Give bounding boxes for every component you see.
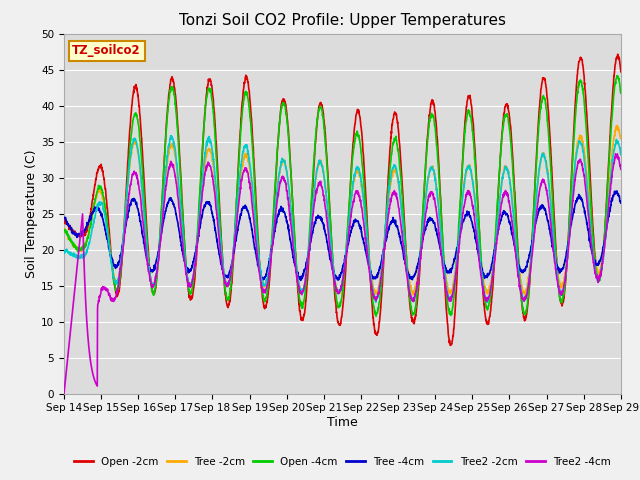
Legend: Open -2cm, Tree -2cm, Open -4cm, Tree -4cm, Tree2 -2cm, Tree2 -4cm: Open -2cm, Tree -2cm, Open -4cm, Tree -4… bbox=[70, 453, 615, 471]
Text: TZ_soilco2: TZ_soilco2 bbox=[72, 44, 141, 58]
X-axis label: Time: Time bbox=[327, 416, 358, 429]
Title: Tonzi Soil CO2 Profile: Upper Temperatures: Tonzi Soil CO2 Profile: Upper Temperatur… bbox=[179, 13, 506, 28]
Y-axis label: Soil Temperature (C): Soil Temperature (C) bbox=[25, 149, 38, 278]
